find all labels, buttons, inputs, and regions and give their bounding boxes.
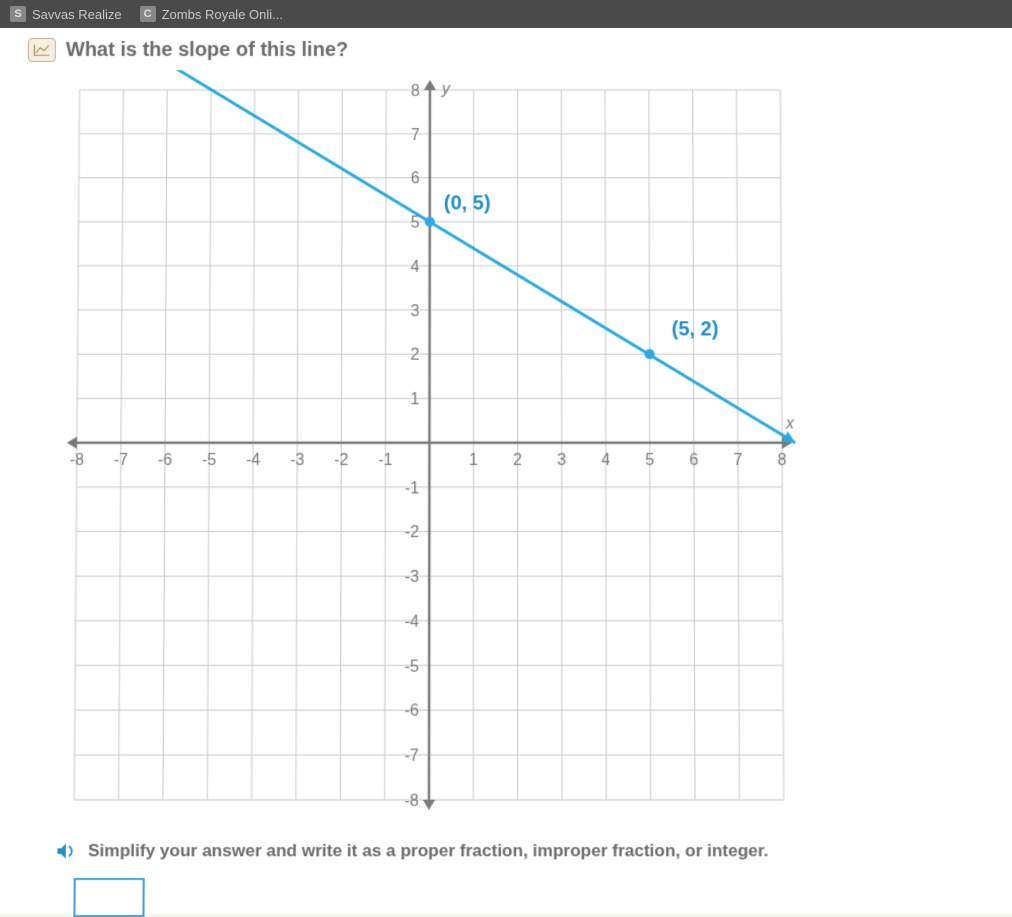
svg-text:(0, 5): (0, 5) [444, 193, 491, 215]
svg-text:-5: -5 [202, 452, 217, 469]
browser-bookmarks-bar: S Savvas Realize C Zombs Royale Onli... [0, 0, 1012, 28]
svg-text:-2: -2 [334, 452, 348, 469]
svg-text:-4: -4 [246, 452, 261, 469]
svg-text:3: 3 [411, 303, 420, 320]
svg-text:2: 2 [411, 347, 420, 364]
favicon-icon: S [10, 6, 26, 22]
svg-text:y: y [441, 81, 451, 98]
svg-text:-7: -7 [114, 452, 129, 469]
svg-text:8: 8 [778, 452, 787, 469]
svg-text:4: 4 [601, 452, 610, 469]
question-text: What is the slope of this line? [66, 38, 348, 61]
svg-text:1: 1 [410, 391, 419, 408]
svg-text:-5: -5 [405, 658, 420, 675]
svg-text:5: 5 [411, 215, 420, 232]
bookmark-item[interactable]: S Savvas Realize [10, 6, 122, 22]
svg-text:4: 4 [411, 259, 420, 276]
svg-text:-3: -3 [290, 452, 304, 469]
svg-text:8: 8 [411, 83, 420, 100]
svg-text:-7: -7 [404, 748, 419, 765]
graph-glyph-icon [33, 43, 51, 57]
svg-text:2: 2 [513, 452, 522, 469]
svg-text:(5, 2): (5, 2) [672, 319, 719, 341]
svg-text:-3: -3 [405, 569, 419, 586]
bookmark-label: Savvas Realize [32, 7, 122, 22]
question-icon[interactable] [28, 38, 56, 62]
svg-text:-8: -8 [70, 452, 85, 469]
svg-text:-1: -1 [405, 480, 419, 497]
coordinate-chart: -8 -7 -6 -5 -4 -3 -2 -1 1 2 3 4 5 6 7 8 -8 -7 -6 -5 -4 -3 -2 -1… [54, 70, 999, 820]
svg-text:5: 5 [645, 452, 654, 469]
bookmark-label: Zombs Royale Onli... [162, 7, 283, 22]
svg-text:-1: -1 [378, 452, 392, 469]
svg-text:6: 6 [411, 171, 420, 188]
question-row: What is the slope of this line? [28, 38, 993, 62]
answer-input[interactable] [73, 878, 144, 917]
favicon-icon: C [140, 6, 156, 22]
svg-text:1: 1 [469, 452, 478, 469]
svg-text:-6: -6 [158, 452, 173, 469]
svg-text:-4: -4 [405, 614, 420, 631]
speaker-icon[interactable] [53, 839, 78, 864]
instruction-row: Simplify your answer and write it as a p… [53, 839, 999, 864]
svg-text:7: 7 [733, 452, 742, 469]
chart-svg: -8 -7 -6 -5 -4 -3 -2 -1 1 2 3 4 5 6 7 8 -8 -7 -6 -5 -4 -3 -2 -1… [54, 70, 804, 820]
svg-text:6: 6 [689, 452, 698, 469]
svg-text:-2: -2 [405, 524, 419, 541]
svg-text:x: x [785, 415, 795, 432]
worksheet-page: What is the slope of this line? -8 -7 -6 -5… [0, 28, 1012, 914]
instruction-text: Simplify your answer and write it as a p… [88, 841, 768, 862]
svg-text:-8: -8 [404, 793, 419, 810]
bookmark-item[interactable]: C Zombs Royale Onli... [140, 6, 283, 22]
svg-text:7: 7 [411, 127, 420, 144]
svg-text:-6: -6 [405, 703, 420, 720]
svg-text:3: 3 [557, 452, 566, 469]
